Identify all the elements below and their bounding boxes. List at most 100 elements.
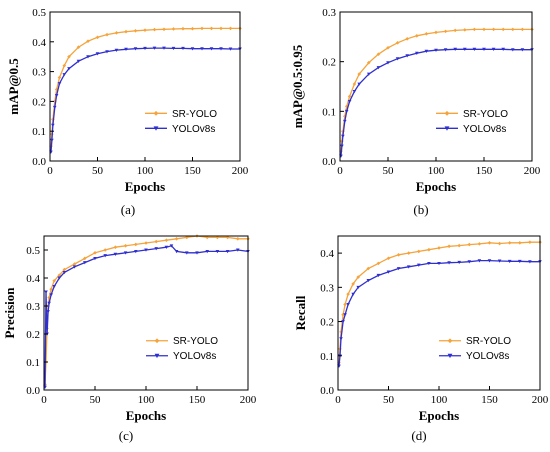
data-point: [437, 246, 441, 250]
data-point: [507, 259, 512, 264]
series-line-sr-yolo: [44, 235, 248, 385]
y-tick-label: 0.5: [32, 7, 46, 19]
data-point: [351, 282, 355, 286]
x-tick-label: 50: [90, 394, 102, 406]
y-tick-label: 0.0: [320, 385, 334, 397]
data-point: [437, 261, 441, 266]
data-point: [219, 47, 223, 51]
data-point: [190, 26, 195, 31]
legend-marker: [447, 338, 453, 344]
data-point: [95, 35, 100, 40]
data-point: [49, 287, 53, 291]
y-tick-label: 0.2: [32, 96, 46, 108]
data-point: [219, 26, 223, 31]
y-tick-label: 0.3: [32, 67, 46, 79]
x-tick-label: 0: [337, 165, 343, 177]
data-point: [528, 260, 532, 264]
y-tick-label: 0.1: [32, 126, 46, 138]
y-tick-label: 0.3: [26, 301, 40, 313]
y-tick-label: 0.3: [322, 7, 336, 19]
data-point: [340, 144, 344, 148]
data-point: [396, 267, 401, 271]
data-point: [467, 242, 472, 247]
x-tick-label: 50: [383, 165, 395, 177]
data-point: [152, 46, 157, 50]
data-point: [424, 32, 429, 36]
data-point: [123, 244, 128, 248]
data-point: [472, 27, 477, 32]
data-point: [62, 63, 67, 68]
legend-marker: [154, 338, 160, 344]
data-point: [528, 240, 532, 244]
data-point: [144, 241, 148, 245]
data-point: [356, 285, 360, 290]
data-point: [341, 312, 345, 317]
data-point: [164, 238, 169, 242]
data-point: [144, 248, 148, 252]
y-tick-label: 0.2: [26, 329, 40, 341]
x-tick-label: 150: [476, 165, 493, 177]
data-point: [457, 260, 461, 265]
series-line-yolov8s: [340, 48, 532, 157]
data-point: [162, 46, 166, 50]
data-point: [52, 279, 56, 283]
y-tick-label: 0.4: [320, 248, 334, 260]
data-point: [487, 241, 492, 245]
data-point: [225, 249, 230, 254]
legend-marker: [153, 126, 159, 131]
data-point: [195, 251, 199, 255]
data-point: [434, 30, 438, 35]
data-point: [181, 26, 185, 31]
x-axis-title: Epochs: [419, 408, 459, 423]
data-point: [49, 293, 53, 297]
data-point: [477, 259, 482, 263]
series-line-sr-yolo: [338, 241, 540, 363]
data-point: [114, 48, 119, 52]
data-point: [457, 243, 461, 248]
data-point: [124, 29, 128, 34]
y-tick-label: 0.4: [26, 273, 40, 285]
y-axis-title: Precision: [2, 287, 17, 339]
data-point: [62, 267, 67, 272]
data-point: [347, 99, 352, 104]
data-point: [46, 310, 50, 314]
legend-label: SR-YOLO: [172, 109, 217, 120]
x-tick-label: 200: [524, 165, 541, 177]
data-point: [93, 256, 97, 261]
data-point: [174, 237, 179, 241]
plot-frame: [49, 11, 241, 162]
data-point: [357, 82, 361, 86]
data-point: [346, 292, 350, 296]
data-point: [511, 27, 515, 32]
data-point: [190, 47, 195, 51]
x-axis-title: Epochs: [126, 408, 166, 423]
data-point: [209, 47, 214, 51]
data-point: [463, 47, 467, 52]
data-point: [341, 320, 345, 324]
data-point: [228, 26, 233, 31]
data-point: [83, 256, 87, 261]
data-point: [72, 262, 77, 266]
data-point: [344, 109, 349, 114]
data-point: [434, 48, 438, 53]
x-tick-label: 100: [428, 165, 445, 177]
y-tick-label: 0.0: [26, 385, 40, 397]
data-point: [443, 48, 448, 52]
data-point: [171, 27, 176, 31]
legend-marker: [444, 110, 450, 116]
x-tick-label: 150: [189, 394, 206, 406]
x-tick-label: 0: [41, 394, 47, 406]
data-point: [497, 241, 502, 246]
data-point: [57, 82, 62, 86]
data-point: [511, 48, 515, 52]
data-point: [123, 251, 128, 255]
data-point: [185, 251, 189, 255]
data-point: [164, 245, 169, 249]
data-point: [347, 94, 352, 99]
data-point: [405, 54, 409, 58]
plot-frame: [43, 235, 249, 391]
data-point: [406, 265, 411, 269]
data-point: [67, 54, 71, 59]
legend-label: YOLOv8s: [172, 124, 215, 135]
data-point: [352, 82, 357, 86]
